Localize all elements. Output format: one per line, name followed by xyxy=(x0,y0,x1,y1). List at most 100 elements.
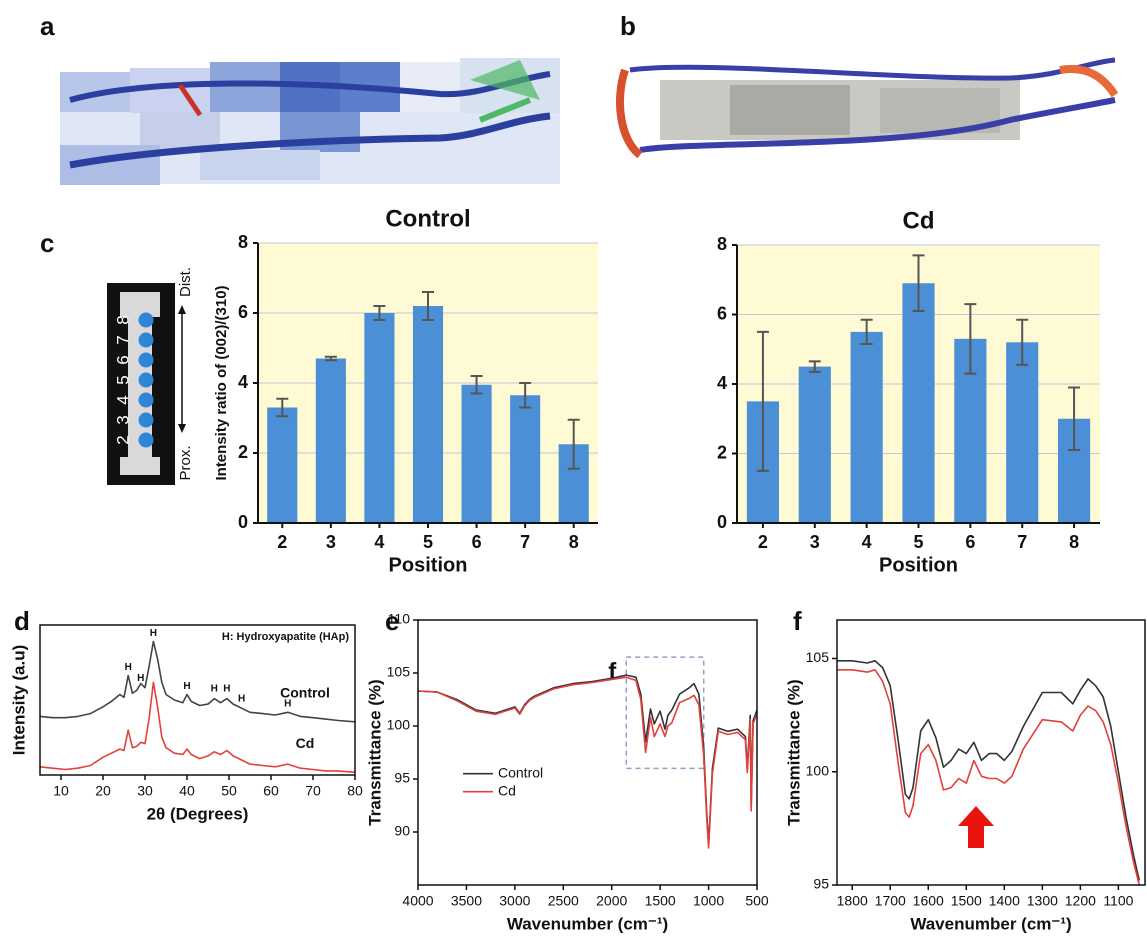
x-tick-label: 2000 xyxy=(596,893,627,909)
panel-label: d xyxy=(14,606,30,636)
error-bar xyxy=(912,254,925,313)
peak-label: H xyxy=(125,662,132,673)
bar xyxy=(364,313,395,523)
x-tick-label: 8 xyxy=(569,532,579,552)
position-label: 8 xyxy=(113,315,132,324)
error-bar xyxy=(276,397,289,418)
panel-label: e xyxy=(385,606,399,636)
legend-label: Control xyxy=(498,764,543,780)
y-tick-label: 100 xyxy=(387,717,411,733)
bar xyxy=(412,306,444,523)
plot-frame xyxy=(39,624,356,776)
micrograph-b xyxy=(616,57,1119,159)
y-axis-label: Intensity (a.u) xyxy=(9,645,28,756)
legend-label: Cd xyxy=(498,782,516,798)
x-tick-label: 10 xyxy=(53,783,69,799)
axis-line xyxy=(736,245,1100,524)
error-bar xyxy=(567,418,580,470)
y-axis-label: Intensity ratio of (002)/(310) xyxy=(213,285,230,480)
y-tick-label: 4 xyxy=(238,372,248,392)
position-label: 4 xyxy=(113,395,132,404)
y-tick-label: 8 xyxy=(238,232,248,252)
error-bar xyxy=(860,318,873,346)
y-tick-label: 105 xyxy=(806,649,830,665)
series-line xyxy=(837,669,1141,886)
peak-label: H xyxy=(183,681,190,692)
x-tick-label: 500 xyxy=(745,893,769,909)
peak-label: H xyxy=(150,628,157,639)
y-tick-label: 2 xyxy=(238,442,248,462)
position-dot xyxy=(138,372,154,388)
y-tick-label: 95 xyxy=(394,770,410,786)
position-label: 7 xyxy=(113,335,132,344)
x-tick-label: 6 xyxy=(965,532,975,552)
x-tick-label: 1600 xyxy=(913,893,944,909)
peak-label: H xyxy=(284,699,291,710)
y-tick-label: 110 xyxy=(388,611,411,627)
x-tick-label: 80 xyxy=(347,783,363,799)
axis-line xyxy=(257,243,598,524)
x-tick-label: 60 xyxy=(263,783,279,799)
position-label: 3 xyxy=(113,415,132,424)
peak-label: H xyxy=(238,693,245,704)
x-tick-label: 1400 xyxy=(989,893,1020,909)
position-dot xyxy=(138,392,154,408)
y-axis-label: Transmittance (%) xyxy=(784,679,803,825)
bar xyxy=(461,384,492,523)
x-tick-label: 1800 xyxy=(837,893,868,909)
plot-frame xyxy=(836,619,1146,886)
bar xyxy=(850,331,883,523)
y-tick-label: 2 xyxy=(717,442,727,462)
y-tick-label: 0 xyxy=(238,512,248,532)
x-tick-label: 1300 xyxy=(1027,893,1058,909)
x-tick-label: 4 xyxy=(862,532,872,552)
chart-title: Control xyxy=(385,205,470,232)
error-bar xyxy=(1016,318,1029,366)
y-axis-label: Transmittance (%) xyxy=(365,679,384,825)
x-tick-label: 40 xyxy=(179,783,195,799)
x-tick-label: 30 xyxy=(137,783,153,799)
x-tick-label: 2500 xyxy=(548,893,579,909)
inset-box xyxy=(625,656,705,770)
highlight-arrow xyxy=(958,806,994,848)
y-tick-label: 8 xyxy=(717,234,727,254)
x-tick-label: 1000 xyxy=(693,893,724,909)
x-tick-label: 5 xyxy=(913,532,923,552)
error-bar xyxy=(1068,386,1081,452)
x-tick-label: 3500 xyxy=(451,893,482,909)
x-axis-label: 2θ (Degrees) xyxy=(147,804,249,823)
y-tick-label: 105 xyxy=(387,664,411,680)
x-tick-label: 7 xyxy=(520,532,530,552)
x-tick-label: 7 xyxy=(1017,532,1027,552)
x-tick-label: 50 xyxy=(221,783,237,799)
bar xyxy=(1006,342,1039,523)
x-axis-label: Position xyxy=(389,554,468,576)
y-tick-label: 0 xyxy=(717,512,727,532)
error-bar xyxy=(470,375,483,395)
x-tick-label: 1500 xyxy=(951,893,982,909)
x-tick-label: 8 xyxy=(1069,532,1079,552)
x-tick-label: 1100 xyxy=(1103,893,1133,909)
series-line xyxy=(39,681,356,774)
y-tick-label: 6 xyxy=(238,302,248,322)
error-bar xyxy=(422,291,434,321)
error-bar xyxy=(519,382,532,409)
series-line xyxy=(837,660,1141,881)
y-tick-label: 90 xyxy=(394,823,410,839)
micrograph-a xyxy=(60,58,560,185)
x-axis-label: Wavenumber (cm⁻¹) xyxy=(507,914,668,933)
error-bar xyxy=(808,360,821,373)
x-tick-label: 3 xyxy=(810,532,820,552)
chart-note: H: Hydroxyapatite (HAp) xyxy=(222,631,349,643)
bar xyxy=(798,366,831,523)
y-tick-label: 4 xyxy=(717,373,727,393)
inset-label: f xyxy=(608,658,617,685)
x-tick-label: 1200 xyxy=(1065,893,1096,909)
bar xyxy=(315,358,346,523)
x-axis-label: Position xyxy=(879,554,958,576)
x-tick-label: 4 xyxy=(374,532,384,552)
error-bar xyxy=(964,303,977,375)
position-label: 6 xyxy=(113,355,132,364)
y-tick-label: 6 xyxy=(717,303,727,323)
x-tick-label: 70 xyxy=(305,783,321,799)
